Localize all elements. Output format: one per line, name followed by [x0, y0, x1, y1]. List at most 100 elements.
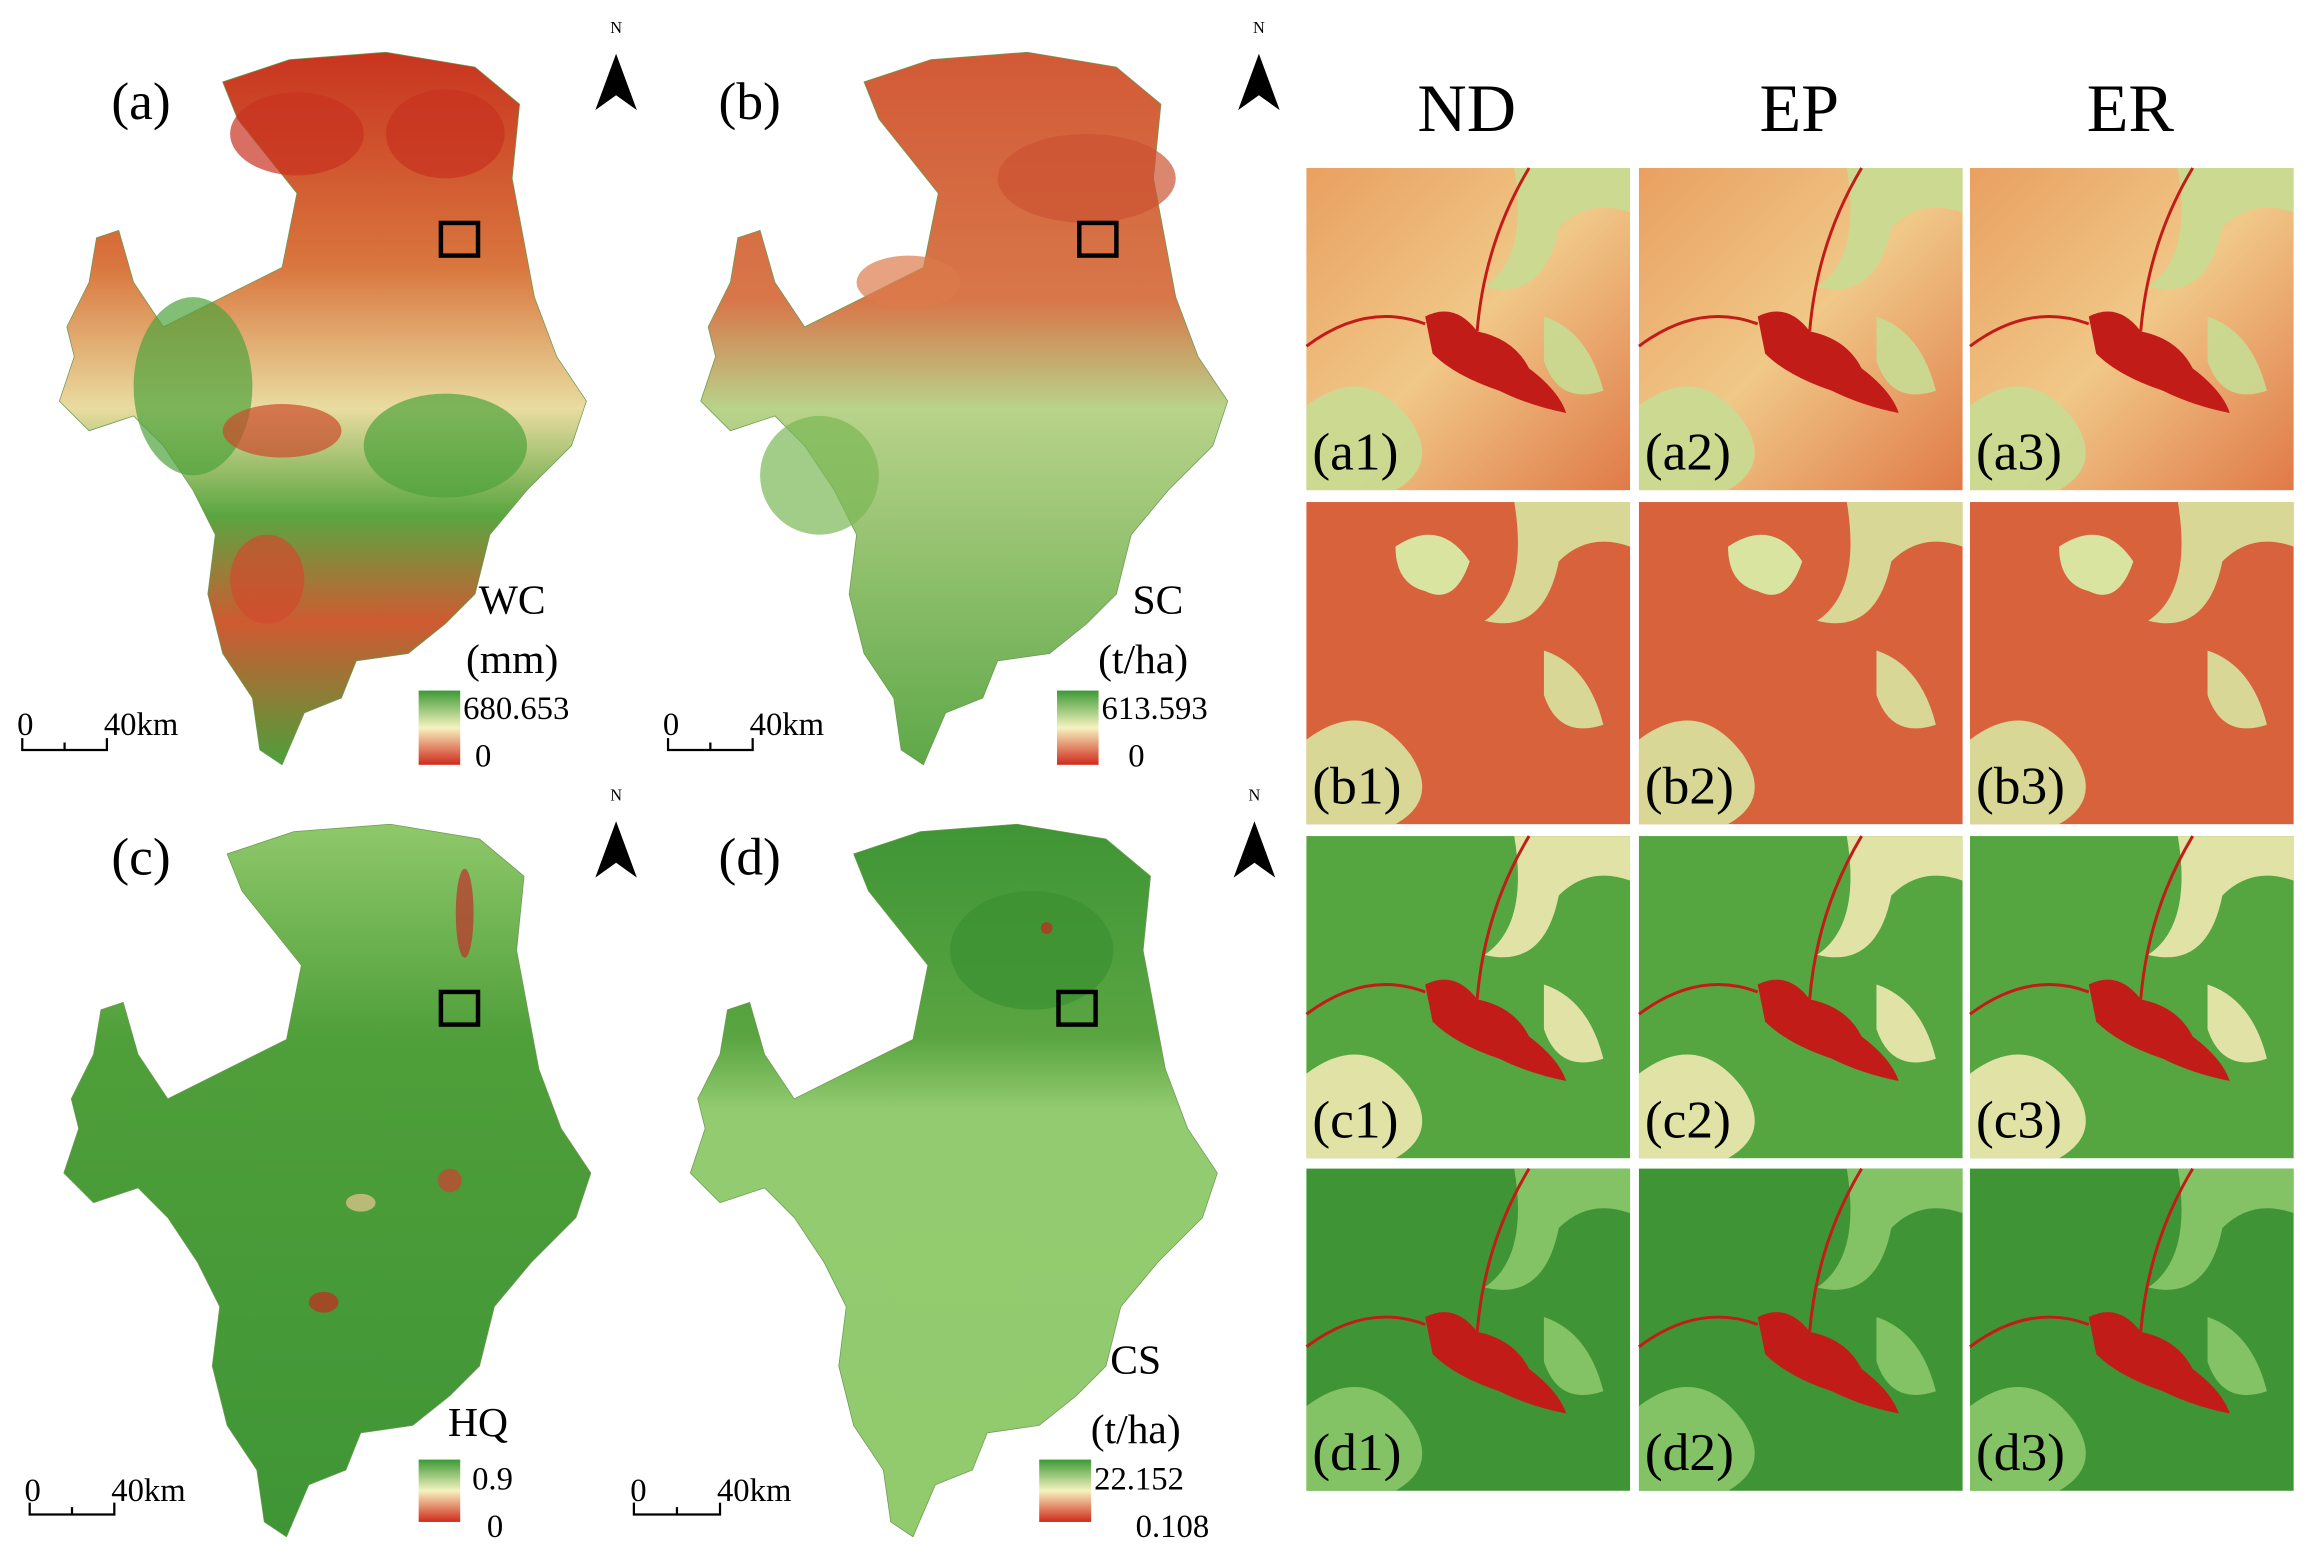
map-texture: [1040, 922, 1053, 935]
tile-label: (b1): [1312, 755, 1401, 815]
tile-patch: [1484, 168, 1631, 290]
map-texture: [760, 415, 879, 535]
variable-name: SC: [1133, 576, 1184, 622]
scale-start: 0: [663, 707, 679, 743]
scale-bar: [632, 1502, 722, 1516]
river-line: [1305, 835, 1531, 1016]
river-area: [1757, 979, 1899, 1082]
tile-label: (c2): [1645, 1089, 1731, 1149]
tile-patch: [1817, 502, 1963, 624]
tile-patch: [1876, 984, 1936, 1063]
tile-patch: [1970, 386, 2086, 491]
river-area: [2088, 979, 2230, 1082]
north-arrow: [1233, 821, 1276, 878]
scale-end: 40km: [750, 707, 824, 743]
column-header: EP: [1759, 70, 1839, 146]
region-map: [63, 823, 592, 1538]
scale-end: 40km: [717, 1473, 791, 1509]
tile-patch: [1484, 836, 1631, 958]
map-panel: (a) N WC (mm) 680.653 0 0 40km: [17, 18, 637, 774]
detail-tile: (c1): [1305, 835, 1631, 1159]
scale-bar: [28, 1502, 116, 1516]
tile-label: (c1): [1312, 1089, 1398, 1149]
map-texture: [385, 89, 505, 179]
legend-max: 613.593: [1102, 691, 1208, 727]
tile-patch: [1970, 1387, 2086, 1491]
river-line: [1969, 1167, 2194, 1348]
study-area-box: [438, 220, 481, 258]
legend-min: 0: [1128, 738, 1144, 774]
tile-patch: [2207, 650, 2267, 729]
north-label: N: [1249, 785, 1261, 804]
legend-ramp: [1057, 690, 1099, 765]
river-line: [1969, 835, 2194, 1016]
detail-tile: (d3): [1969, 1167, 2294, 1491]
north-arrow: [595, 53, 637, 111]
study-area-box: [438, 989, 481, 1027]
tile-patch: [1817, 168, 1963, 290]
tile-patch: [1306, 1387, 1423, 1491]
scale-start: 0: [24, 1473, 40, 1509]
tile-patch: [2148, 836, 2294, 958]
legend-min: 0: [487, 1509, 503, 1540]
tile-patch: [1543, 316, 1604, 395]
scale-end: 40km: [104, 707, 178, 743]
tile-patch: [1638, 386, 1755, 491]
tile-label: (b3): [1976, 755, 2065, 815]
north-label: N: [1253, 18, 1265, 37]
river-line: [1638, 167, 1863, 348]
panel-label: (d): [719, 827, 781, 887]
tile-patch: [1638, 1054, 1755, 1159]
detail-tile: (a1): [1305, 167, 1631, 491]
tile-patch: [2059, 534, 2134, 595]
tile-label: (a2): [1645, 421, 1731, 481]
tile-patch: [2207, 316, 2267, 395]
tile-label: (a3): [1976, 421, 2062, 481]
map-texture: [308, 1291, 339, 1313]
tile-patch: [1306, 1054, 1423, 1159]
map-texture: [856, 255, 961, 310]
scale-start: 0: [17, 707, 33, 743]
map-texture: [950, 890, 1114, 1010]
tile-patch: [1638, 1387, 1755, 1491]
north-label: N: [610, 18, 622, 37]
river-area: [1425, 1312, 1567, 1414]
north-label: N: [610, 785, 622, 804]
panel-label: (b): [719, 71, 781, 131]
tile-patch: [1395, 534, 1470, 595]
map-texture: [345, 1193, 376, 1212]
detail-tile: (b2): [1638, 502, 1963, 825]
legend-ramp: [1039, 1459, 1092, 1522]
tile-patch: [1484, 1168, 1631, 1290]
tile-patch: [1970, 720, 2086, 825]
detail-tile: (a3): [1969, 167, 2294, 491]
river-area: [2088, 311, 2230, 413]
map-texture: [133, 297, 253, 476]
tile-patch: [1638, 720, 1755, 825]
legend-ramp: [418, 690, 461, 765]
north-arrow: [1238, 53, 1280, 111]
map-texture: [997, 133, 1176, 223]
legend-max: 0.9: [472, 1461, 513, 1497]
map-texture: [455, 868, 474, 958]
panel-label: (a): [111, 71, 170, 131]
detail-tile: (d1): [1305, 1167, 1631, 1491]
river-area: [1757, 1312, 1899, 1414]
tile-patch: [1306, 720, 1423, 825]
tile-label: (a1): [1312, 421, 1398, 481]
tile-patch: [1484, 502, 1631, 624]
legend-max: 680.653: [463, 691, 569, 727]
river-line: [1305, 167, 1531, 348]
map-panel: (c) N HQ 0.9 0 0 40km: [24, 785, 637, 1545]
tile-patch: [1543, 984, 1604, 1063]
tile-label: (c3): [1976, 1089, 2062, 1149]
river-area: [2088, 1312, 2230, 1414]
map-texture: [222, 404, 342, 458]
tile-patch: [2148, 168, 2294, 290]
map-texture: [230, 92, 364, 176]
variable-name: CS: [1110, 1336, 1161, 1382]
tile-patch: [2207, 984, 2267, 1063]
unit-label: (t/ha): [1091, 1406, 1181, 1453]
river-area: [1425, 311, 1567, 413]
river-line: [1638, 835, 1863, 1016]
